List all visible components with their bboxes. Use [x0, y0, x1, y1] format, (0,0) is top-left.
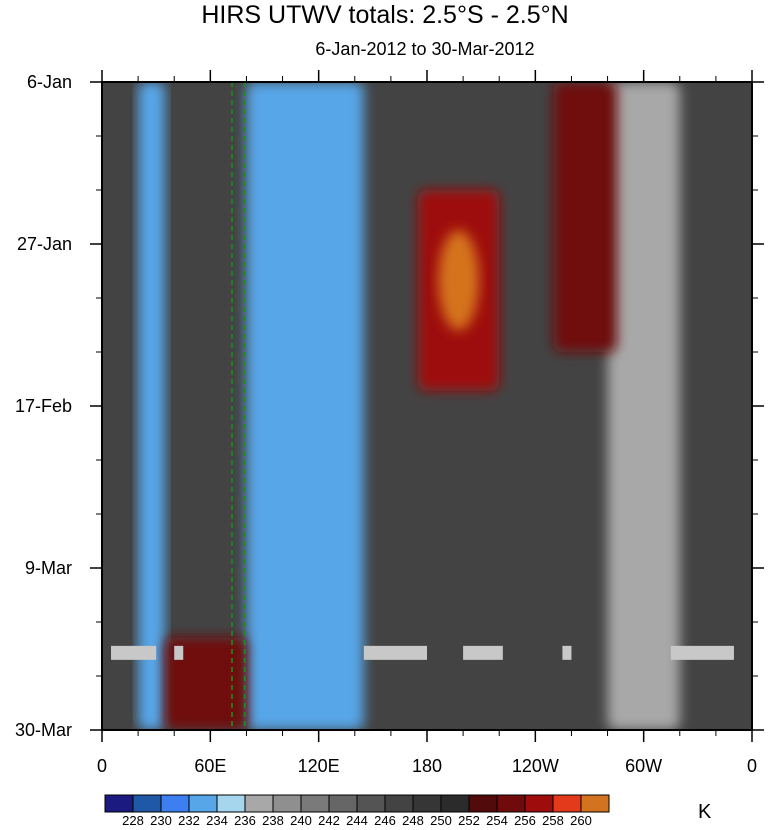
colorbar-swatch: [104, 794, 134, 813]
colorbar-swatch: [188, 794, 218, 813]
colorbar-label: 248: [402, 813, 424, 828]
colorbar-swatch: [496, 794, 526, 813]
colorbar-label: 244: [346, 813, 368, 828]
missing-data-gap: [670, 645, 734, 660]
colorbar-swatch: [412, 794, 442, 813]
missing-data-gap: [363, 645, 427, 660]
colorbar-label: 256: [514, 813, 536, 828]
field-feature: [246, 82, 364, 730]
missing-data-gap: [463, 645, 503, 660]
heatmap-field: [102, 82, 752, 730]
colorbar-label: 232: [178, 813, 200, 828]
x-tick-label: 120W: [512, 756, 559, 776]
missing-data-gap: [111, 645, 157, 660]
colorbar-label: 234: [206, 813, 228, 828]
colorbar-swatch: [552, 794, 582, 813]
colorbar-label: 240: [290, 813, 312, 828]
colorbar-label: 254: [486, 813, 508, 828]
y-tick-label: 9-Mar: [25, 558, 72, 578]
field-feature-core: [438, 230, 479, 331]
field-feature: [553, 82, 617, 352]
missing-data-gap: [562, 645, 572, 660]
chart-subtitle: 6-Jan-2012 to 30-Mar-2012: [315, 39, 535, 59]
field-feature: [165, 637, 247, 730]
colorbar-label: 258: [542, 813, 564, 828]
colorbar-swatch: [468, 794, 498, 813]
y-tick-label: 27-Jan: [17, 234, 72, 254]
y-tick-label: 6-Jan: [27, 72, 72, 92]
colorbar-label: 260: [570, 813, 592, 828]
x-tick-label: 120E: [298, 756, 340, 776]
x-tick-label: 180: [412, 756, 442, 776]
field-feature: [607, 82, 680, 730]
x-tick-label: 60E: [194, 756, 226, 776]
colorbar-label: 236: [234, 813, 256, 828]
y-axis: 6-Jan 27-Jan 17-Feb 9-Mar 30-Mar: [15, 72, 764, 740]
colorbar-swatch: [216, 794, 246, 813]
colorbar-swatch: [356, 794, 386, 813]
x-tick-label: 0: [97, 756, 107, 776]
colorbar-swatch: [160, 794, 190, 813]
colorbar-swatch: [300, 794, 330, 813]
colorbar-swatch: [524, 794, 554, 813]
missing-data-gap: [174, 645, 184, 660]
colorbar-label: 246: [374, 813, 396, 828]
y-tick-label: 30-Mar: [15, 720, 72, 740]
colorbar-swatch: [440, 794, 470, 813]
x-axis: 0 60E 120E 180 120W 60W 0: [97, 70, 757, 776]
colorbar-label: 238: [262, 813, 284, 828]
chart-title: HIRS UTWV totals: 2.5°S - 2.5°N: [201, 1, 569, 29]
colorbar: 228 230 232 234 236 238 240 242 244 246 248 250 252 2…: [104, 794, 610, 828]
colorbar-label: 228: [122, 813, 144, 828]
colorbar-label: 242: [318, 813, 340, 828]
colorbar-units: K: [698, 801, 712, 823]
colorbar-swatch: [132, 794, 162, 813]
colorbar-swatch: [272, 794, 302, 813]
field-feature: [138, 82, 166, 730]
colorbar-swatch: [384, 794, 414, 813]
y-tick-label: 17-Feb: [15, 396, 72, 416]
colorbar-swatch: [328, 794, 358, 813]
x-tick-label: 60W: [625, 756, 662, 776]
colorbar-swatch: [580, 794, 610, 813]
colorbar-label: 252: [458, 813, 480, 828]
colorbar-label: 250: [430, 813, 452, 828]
colorbar-label: 230: [150, 813, 172, 828]
x-tick-label: 0: [747, 756, 757, 776]
colorbar-swatch: [244, 794, 274, 813]
